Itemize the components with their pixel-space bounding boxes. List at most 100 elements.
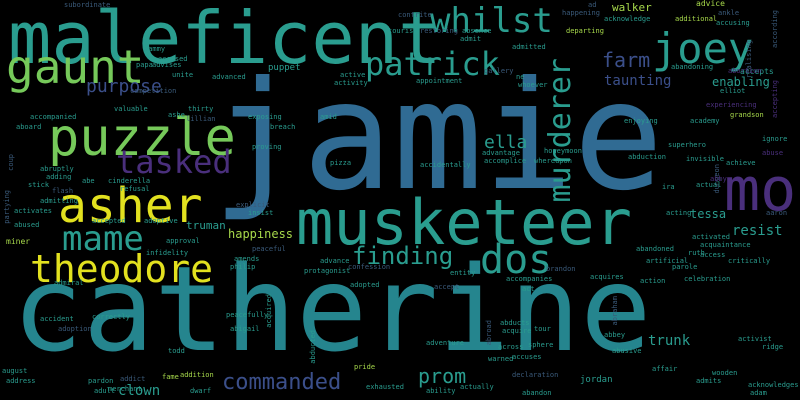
word-action: action [640, 277, 666, 285]
word-amid: amid [320, 113, 337, 121]
word-papa: papa [136, 61, 153, 69]
word-peaceful: peaceful [252, 245, 286, 253]
word-accepted: accepted [92, 217, 126, 225]
word-gaunt: gaunt [6, 40, 145, 94]
word-partying: partying [3, 190, 11, 224]
word-adult: adult [94, 387, 116, 395]
word-brandon: brandon [546, 265, 576, 273]
word-advance: advance [320, 257, 350, 265]
word-purpose: purpose [86, 76, 162, 97]
word-tessa: tessa [690, 207, 727, 221]
word-warned: warned [488, 355, 514, 363]
word-maleficent: maleficent [8, 0, 442, 80]
word-abducted: abducted [309, 330, 317, 364]
word-activist: activist [738, 335, 772, 343]
word-acknowledges: acknowledges [748, 381, 799, 389]
word-pardon: pardon [88, 377, 114, 385]
word-acquire: acquire [502, 327, 532, 335]
word-celebration: celebration [684, 275, 731, 283]
word-pizza: pizza [330, 159, 352, 167]
word-accompanied: accompanied [30, 113, 77, 121]
word-departing: departing [566, 27, 604, 35]
word-jamie: jamie [212, 50, 664, 224]
word-whoever: whoever [518, 81, 548, 89]
word-flash: flash [52, 187, 74, 195]
word-puzzle: puzzle [48, 108, 236, 168]
word-miner: miner [6, 237, 31, 246]
word-according: according [771, 10, 779, 48]
word-explicit: explicit [236, 201, 270, 209]
word-enjoying: enjoying [624, 117, 658, 125]
word-abused: abused [14, 221, 40, 229]
word-aboard: aboard [16, 123, 42, 131]
word-appointment: appointment [416, 77, 463, 85]
word-admitted: admitted [512, 43, 546, 51]
word-breach: breach [270, 123, 296, 131]
word-activity: activity [334, 79, 368, 87]
word-tour: tour [534, 325, 551, 333]
word-admitting: admitting [40, 197, 78, 205]
word-restoring: restoring [420, 27, 458, 35]
word-approval: approval [166, 237, 200, 245]
word-ruth: ruth [688, 249, 705, 257]
word-contrite: contrite [398, 11, 432, 19]
word-across: across [498, 343, 524, 351]
word-happening: happening [562, 9, 600, 17]
word-abe: abe [82, 177, 95, 185]
word-advice: advice [696, 0, 725, 8]
word-advises: advises [152, 61, 182, 69]
word-adding: adding [46, 173, 72, 181]
word-patrick: patrick [365, 45, 500, 83]
word-admiral: admiral [54, 279, 84, 287]
word-lillian: lillian [186, 115, 216, 123]
word-actual: actual [696, 181, 722, 189]
word-acquaintance: acquaintance [700, 241, 751, 249]
word-finding: finding [352, 242, 454, 270]
word-acknowledge: acknowledge [604, 15, 651, 23]
word-tasked: tasked [116, 143, 232, 181]
word-proving: proving [252, 143, 282, 151]
word-adopted: adopted [350, 281, 380, 289]
word-adventure: adventure [426, 339, 464, 347]
word-accepts: accepts [740, 67, 774, 76]
word-addition: addition [180, 371, 214, 379]
word-entity: entity [450, 269, 476, 277]
word-farm: farm [602, 48, 651, 72]
word-gallery: gallery [484, 67, 514, 75]
word-invisible: invisible [686, 155, 724, 163]
word-prom: prom [418, 364, 467, 388]
word-experiencing: experiencing [706, 101, 757, 109]
word-joey: joey [652, 24, 754, 73]
word-admits: admits [696, 377, 722, 385]
word-trunk: trunk [648, 333, 691, 349]
word-murderer: murderer [543, 58, 578, 203]
word-parole: parole [672, 263, 698, 271]
word-exposing: exposing [248, 113, 282, 121]
word-accepting: accepting [771, 80, 779, 118]
word-sphere: sphere [528, 341, 554, 349]
word-accomplice: accomplice [484, 157, 527, 165]
word-affair: affair [652, 365, 678, 373]
word-correctly: correctly [92, 313, 130, 321]
word-wooden: wooden [712, 369, 738, 377]
word-abuse: abuse [762, 149, 784, 157]
word-protagonist: protagonist [304, 267, 351, 275]
word-accident: accident [40, 315, 74, 323]
word-abortion: abortion [728, 67, 762, 75]
word-whereupon: whereupon [534, 157, 572, 165]
word-academy: academy [690, 117, 720, 125]
word-subordinate: subordinate [64, 1, 111, 9]
word-active: active [340, 71, 366, 79]
word-walker: walker [612, 1, 652, 14]
word-truman: truman [186, 219, 226, 232]
word-jordan: jordan [580, 375, 613, 385]
word-commanded: commanded [222, 370, 342, 395]
word-resist: resist [732, 223, 783, 239]
word-honeymoon: honeymoon [544, 147, 582, 155]
word-admit: admit [460, 35, 482, 43]
word-todd: todd [168, 347, 185, 355]
word-abigail: abigail [230, 325, 260, 333]
word-taunting: taunting [604, 73, 672, 89]
word-advanced: advanced [212, 73, 246, 81]
word-august: august [2, 367, 28, 375]
